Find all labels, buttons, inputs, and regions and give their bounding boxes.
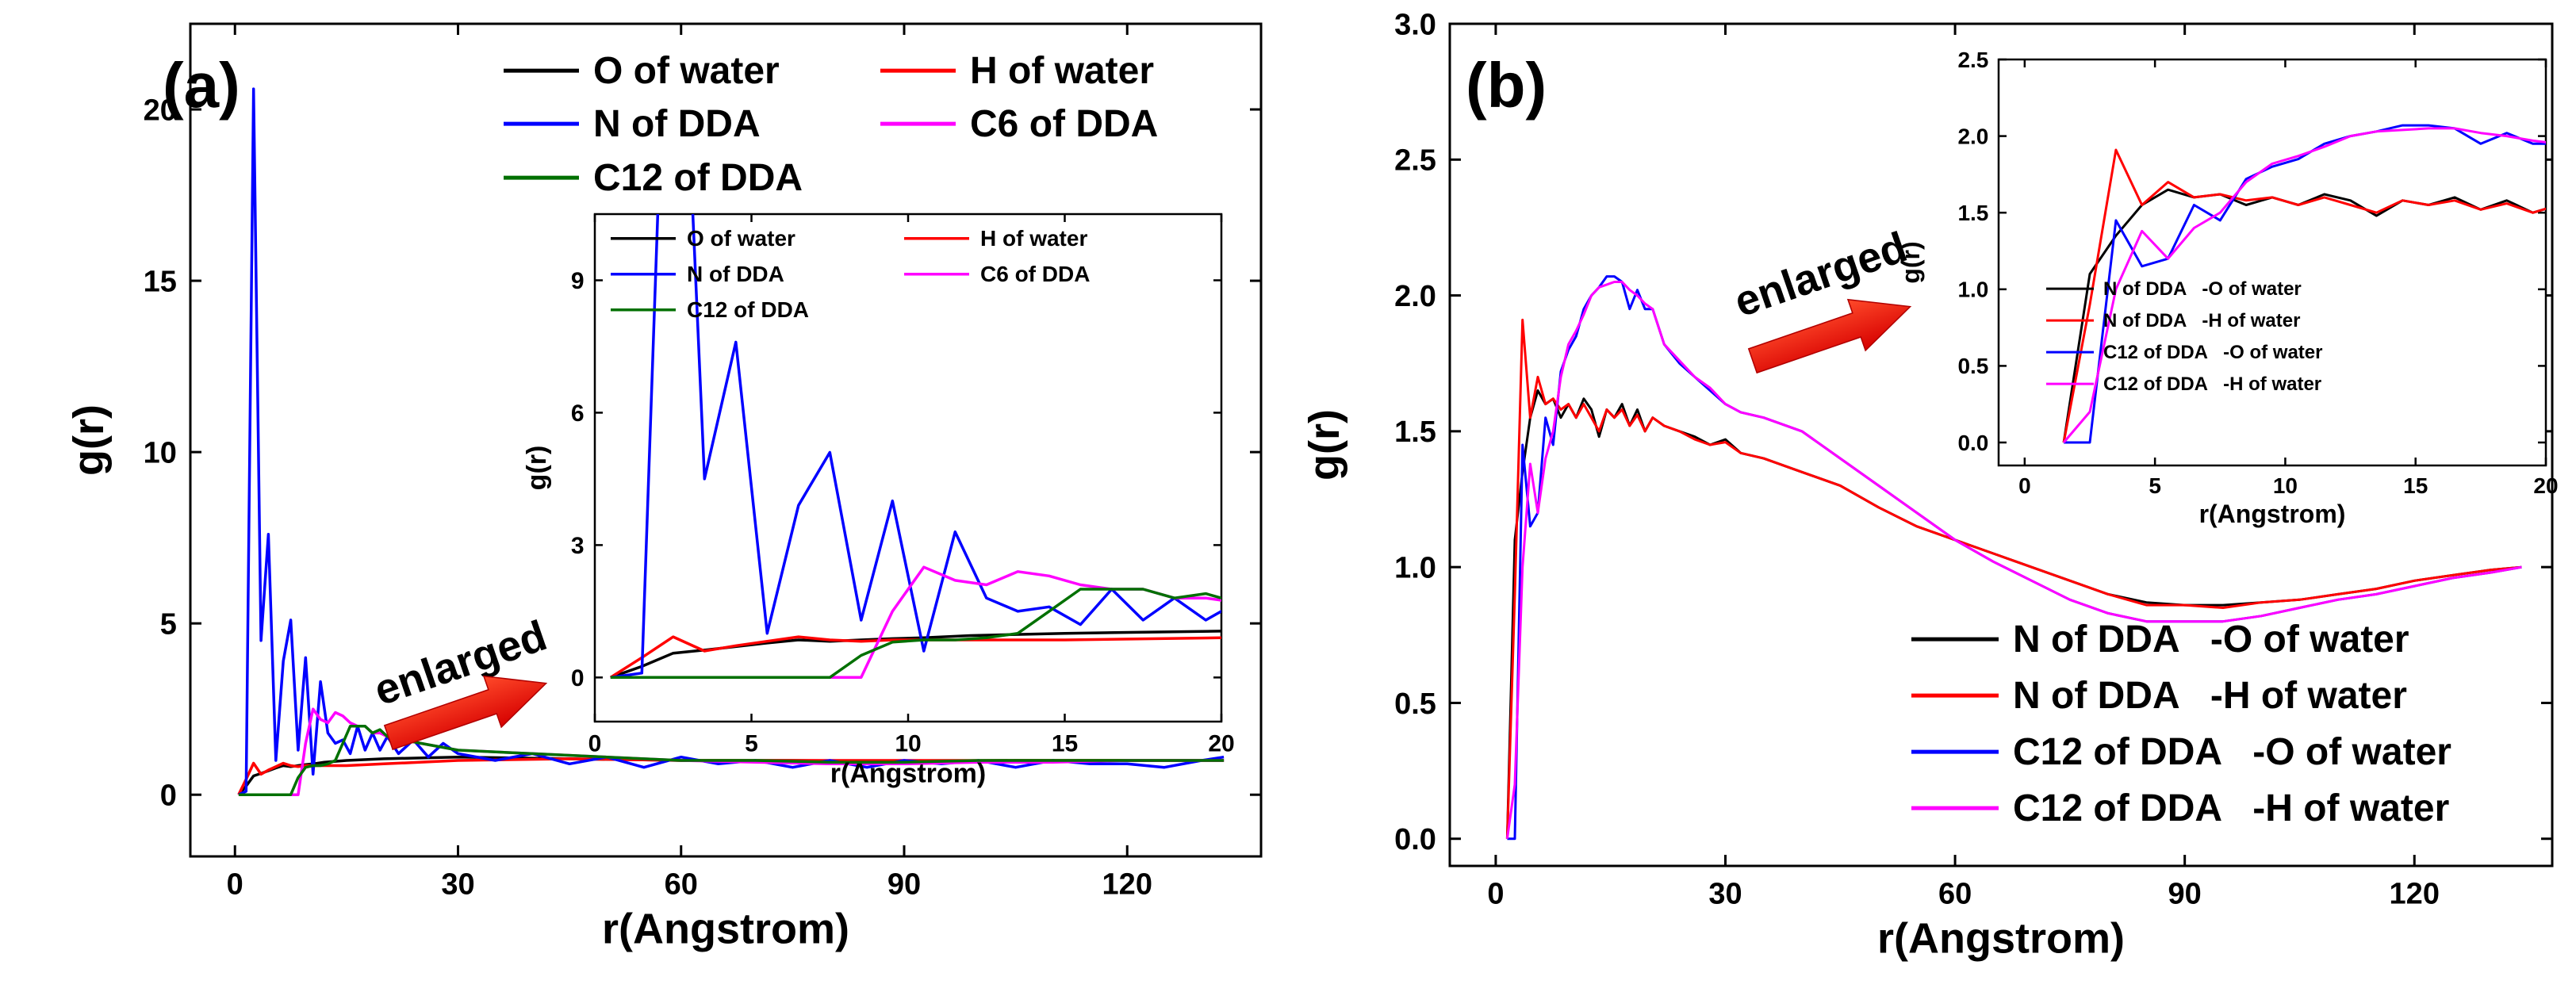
a-enlarged-arrow (383, 675, 548, 751)
b-inset-y-tick-label: 0.0 (1957, 431, 1988, 455)
a-y-tick-label: 5 (160, 607, 177, 641)
b-x-tick-label: 0 (1487, 878, 1504, 911)
b-y-tick-label: 1.5 (1394, 416, 1436, 449)
a-y-tick-label: 10 (144, 436, 177, 469)
a-y-axis-title: g(r) (65, 404, 113, 476)
b-legend-label-1: N of DDA -H of water (2013, 675, 2407, 717)
b-y-tick-label: 2.0 (1394, 280, 1436, 313)
a-series-line-3 (238, 707, 1225, 796)
a-inset-legend-label-0: O of water (687, 226, 795, 251)
b-inset-y-tick-label: 0.5 (1957, 354, 1988, 378)
a-legend-label-3: C6 of DDA (970, 103, 1158, 145)
a-x-tick-label: 90 (887, 868, 921, 902)
b-inset-x-tick-label: 10 (2273, 473, 2298, 498)
b-inset-legend-label-2: C12 of DDA -O of water (2103, 342, 2322, 363)
a-arrow-shape (383, 675, 548, 751)
a-panel-label: (a) (163, 50, 240, 121)
a-x-tick-label: 30 (441, 868, 474, 902)
a-inset-legend-label-1: H of water (980, 226, 1087, 251)
a-x-axis-title: r(Angstrom) (602, 906, 849, 953)
b-inset-x-axis-title: r(Angstrom) (2199, 500, 2346, 528)
a-x-tick-label: 60 (665, 868, 698, 902)
b-y-tick-label: 0.5 (1394, 688, 1436, 721)
a-inset-legend-label-3: C6 of DDA (980, 262, 1090, 286)
b-x-tick-label: 120 (2390, 878, 2440, 911)
b-inset-legend-label-3: C12 of DDA -H of water (2103, 373, 2321, 395)
a-y-tick-label: 20 (144, 94, 177, 127)
a-inset-y-tick-label: 9 (571, 268, 585, 294)
a-inset-x-tick-label: 15 (1052, 731, 1078, 757)
b-y-tick-label: 3.0 (1394, 8, 1436, 41)
a-inset-series-line-0 (610, 630, 1221, 679)
a-legend-label-1: H of water (970, 50, 1154, 92)
a-y-tick-label: 0 (160, 779, 177, 813)
b-inset-series-line-3 (2062, 127, 2546, 443)
a-x-tick-label: 0 (227, 868, 243, 902)
a-inset: 0 5 10 15 20 0 3 6 9 r(Angstrom) g(r) O of water H o… (522, 213, 1235, 789)
a-inset-y-tick-label: 3 (571, 533, 585, 559)
b-y-tick-label: 0.0 (1394, 823, 1436, 856)
b-inset-series-group (2062, 124, 2546, 444)
b-x-tick-label: 30 (1708, 878, 1742, 911)
b-inset-series-line-1 (2062, 148, 2546, 443)
a-inset-series-line-2 (610, 214, 1221, 680)
b-inset-legend-label-0: N of DDA -O of water (2103, 278, 2302, 300)
a-inset-x-tick-label: 20 (1208, 731, 1234, 757)
a-inset-x-tick-label: 5 (745, 731, 758, 757)
a-inset-y-axis-title: g(r) (522, 446, 552, 491)
a-inset-y-tick-label: 0 (571, 665, 585, 691)
panel-b: 0 30 60 90 120 0.0 0.5 1.0 1.5 2.0 2.5 3.0 r(Angstro… (1301, 8, 2559, 962)
b-legend-label-3: C12 of DDA -H of water (2013, 787, 2449, 829)
a-y-tick-label: 15 (144, 265, 177, 298)
a-legend-label-0: O of water (593, 50, 780, 92)
b-x-tick-label: 60 (1938, 878, 1972, 911)
b-inset-plot-frame (1997, 58, 2547, 467)
a-series-line-4 (238, 725, 1225, 796)
b-inset-x-tick-label: 20 (2533, 473, 2558, 498)
b-inset-y-tick-label: 2.5 (1957, 48, 1988, 72)
a-inset-x-tick-label: 10 (895, 731, 921, 757)
a-legend-label-4: C12 of DDA (593, 157, 803, 199)
a-inset-legend-label-4: C12 of DDA (687, 297, 809, 322)
b-inset-x-tick-label: 5 (2149, 473, 2161, 498)
a-inset-x-tick-label: 0 (588, 731, 602, 757)
a-inset-series-group (609, 214, 1221, 680)
a-legend-label-2: N of DDA (593, 103, 761, 145)
b-y-tick-label: 2.5 (1394, 144, 1436, 178)
a-x-tick-label: 120 (1102, 868, 1152, 902)
b-inset-x-tick-label: 15 (2403, 473, 2428, 498)
a-inset-plot-frame (593, 213, 1223, 723)
b-y-tick-label: 1.0 (1394, 551, 1436, 584)
a-inset-y-tick-label: 6 (571, 400, 585, 427)
a-inset-series-line-4 (610, 588, 1221, 680)
b-inset-legend-label-1: N of DDA -H of water (2103, 310, 2300, 331)
b-inset-y-tick-label: 1.0 (1957, 278, 1988, 302)
a-inset-legend-label-2: N of DDA (687, 262, 784, 286)
b-enlarged-arrow (1747, 298, 1912, 374)
b-x-axis-title: r(Angstrom) (1877, 915, 2125, 963)
b-inset: 0 5 10 15 20 0.0 0.5 1.0 1.5 2.0 2.5 r(Angstrom) g(r… (1896, 48, 2559, 528)
b-legend-label-2: C12 of DDA -O of water (2013, 731, 2451, 773)
b-inset-x-tick-label: 0 (2018, 473, 2031, 498)
a-inset-x-axis-title: r(Angstrom) (830, 759, 986, 789)
b-legend-label-0: N of DDA -O of water (2013, 619, 2409, 661)
a-series-group (237, 87, 1225, 796)
b-panel-label: (b) (1466, 50, 1547, 121)
b-inset-y-axis-title: g(r) (1896, 241, 1925, 283)
b-arrow-shape (1747, 298, 1912, 374)
b-series-line-1 (1505, 318, 2522, 839)
b-inset-y-tick-label: 1.5 (1957, 201, 1988, 225)
b-y-axis-title: g(r) (1301, 409, 1348, 481)
b-inset-y-tick-label: 2.0 (1957, 124, 1988, 148)
b-series-line-3 (1505, 281, 2522, 839)
b-series-group (1505, 275, 2522, 841)
b-x-tick-label: 90 (2168, 878, 2202, 911)
